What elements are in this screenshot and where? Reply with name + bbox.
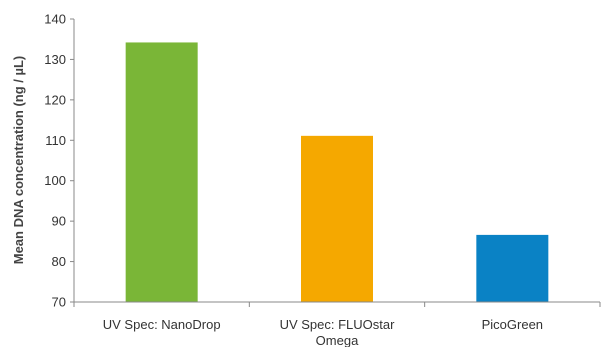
y-tick-label: 90 xyxy=(52,214,66,229)
x-tick-labels: UV Spec: NanoDrop UV Spec: FLUOstar Omega P… xyxy=(103,317,543,347)
bar xyxy=(125,42,198,302)
y-tick-label: 110 xyxy=(45,133,66,148)
x-tick-marks xyxy=(73,302,601,307)
x-tick-label-line: UV Spec: FLUOstar xyxy=(280,317,396,332)
x-axis: UV Spec: NanoDrop UV Spec: FLUOstar Omega P… xyxy=(73,301,601,347)
y-axis: 70 80 90 100 110 120 130 140 Mean DNA concentra… xyxy=(11,12,75,310)
bar xyxy=(476,234,549,302)
y-axis-title: Mean DNA concentration (ng / µL) xyxy=(11,56,26,265)
x-tick-label-line: PicoGreen xyxy=(482,317,543,332)
y-tick-label: 70 xyxy=(52,295,66,310)
bar xyxy=(301,135,373,302)
y-tick-label: 130 xyxy=(44,52,66,67)
x-tick-label: UV Spec: FLUOstar Omega xyxy=(280,317,396,347)
y-tick-label: 100 xyxy=(44,173,66,188)
y-tick-label: 80 xyxy=(52,254,66,269)
x-tick-label: PicoGreen xyxy=(482,317,543,332)
x-tick-label: UV Spec: NanoDrop xyxy=(103,317,221,332)
y-tick-label: 120 xyxy=(44,92,66,107)
x-tick-label-line: UV Spec: NanoDrop xyxy=(103,317,221,332)
y-tick-labels: 70 80 90 100 110 120 130 140 xyxy=(44,12,74,310)
bars xyxy=(125,42,549,302)
y-tick-label: 140 xyxy=(44,12,66,27)
x-tick-label-line: Omega xyxy=(316,333,359,347)
